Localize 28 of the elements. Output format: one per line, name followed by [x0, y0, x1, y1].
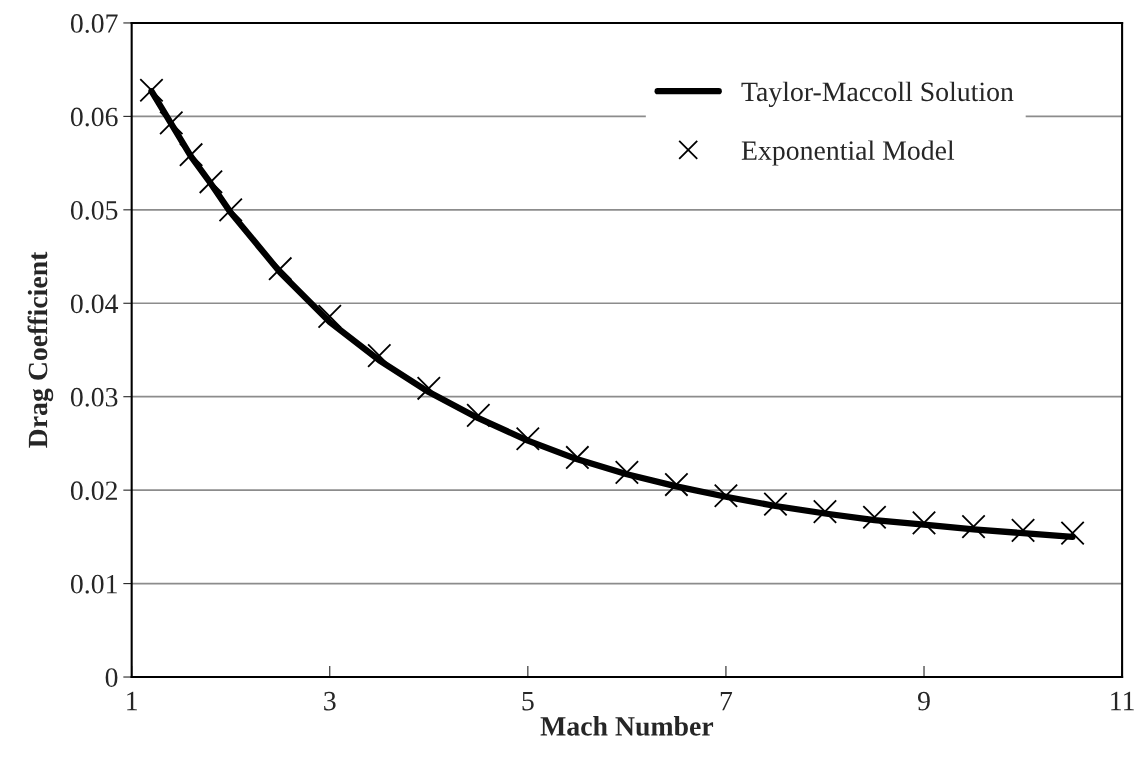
- y-tick-label: 0.04: [70, 294, 119, 314]
- x-axis-title: Mach Number: [540, 716, 714, 736]
- y-tick-label: 0.07: [70, 14, 118, 33]
- y-axis-title: Drag Coefficient: [27, 251, 54, 448]
- x-tick-label: 1: [127, 691, 137, 711]
- y-tick-label: 0.01: [70, 574, 117, 594]
- point: [1060, 521, 1085, 546]
- point: [317, 304, 342, 329]
- point: [367, 343, 392, 368]
- x-tick-label: 9: [917, 691, 930, 711]
- point: [961, 514, 986, 539]
- y-tick-label: 0.06: [70, 107, 118, 127]
- x-tick-label: 11: [1111, 691, 1134, 711]
- x-tick-label: 5: [522, 692, 534, 711]
- y-tick-label: 0.05: [70, 200, 118, 220]
- y-tick-label: 0: [105, 668, 118, 687]
- point: [466, 403, 491, 428]
- legend-label: Taylor-Maccoll Solution: [741, 81, 1014, 107]
- point: [416, 376, 441, 401]
- point: [862, 505, 887, 530]
- point: [1010, 518, 1036, 543]
- legend-label: Exponential Model: [741, 140, 955, 166]
- y-tick-label: 0.02: [70, 481, 117, 501]
- y-tick-label: 0.03: [70, 387, 118, 407]
- x-tick-label: 3: [324, 691, 336, 711]
- x-tick-label: 7: [720, 692, 733, 711]
- point: [268, 256, 293, 281]
- point: [218, 197, 243, 222]
